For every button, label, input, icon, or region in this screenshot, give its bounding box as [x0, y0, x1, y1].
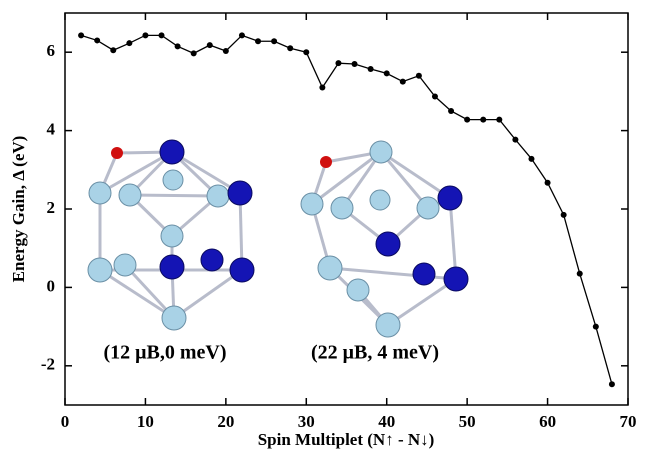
data-point [399, 78, 406, 85]
data-point [255, 38, 262, 45]
x-tick-label: 50 [459, 412, 476, 431]
data-point [608, 381, 615, 388]
x-tick-label: 60 [539, 412, 556, 431]
data-point [222, 48, 229, 55]
y-axis-label: Energy Gain, Δ (eV) [9, 136, 28, 283]
data-point [576, 270, 583, 277]
annotation: (22 μB, 4 meV) [311, 342, 439, 364]
y-tick-label: 0 [47, 276, 56, 295]
data-point [319, 84, 326, 91]
cluster-illustration [87, 139, 469, 338]
data-point [174, 43, 181, 50]
data-point [287, 45, 294, 52]
data-point [512, 136, 519, 143]
data-point [367, 66, 374, 73]
x-tick-label: 70 [620, 412, 637, 431]
data-point [351, 60, 358, 67]
data-point [158, 32, 165, 39]
y-tick-label: -2 [41, 355, 55, 374]
x-tick-label: 30 [298, 412, 315, 431]
data-point [560, 211, 567, 218]
y-tick-label: 4 [47, 120, 56, 139]
y-tick-label: 2 [47, 198, 56, 217]
data-point [592, 323, 599, 330]
data-point [480, 116, 487, 123]
data-point [383, 70, 390, 77]
data-point [448, 108, 455, 114]
x-tick-label: 10 [137, 412, 154, 431]
data-point [206, 42, 213, 49]
series-line [80, 34, 613, 385]
data-point [238, 32, 245, 39]
data-point [126, 40, 133, 47]
data-point [431, 93, 438, 100]
data-point [544, 179, 551, 186]
data-point [110, 47, 117, 54]
data-point [528, 155, 535, 162]
data-point [303, 49, 310, 56]
data-point [464, 116, 471, 123]
x-tick-label: 0 [61, 412, 70, 431]
data-point [94, 37, 101, 44]
x-axis-label: Spin Multiplet (N↑ - N↓) [258, 430, 435, 449]
data-point [271, 38, 278, 45]
x-tick-label: 20 [217, 412, 234, 431]
x-tick-label: 40 [378, 412, 395, 431]
data-point [496, 116, 503, 123]
annotation: (12 μB,0 meV) [104, 342, 227, 364]
data-point [415, 72, 422, 79]
data-point [142, 32, 149, 39]
y-tick-label: 6 [47, 41, 56, 60]
data-point [190, 50, 197, 57]
data-point [78, 32, 85, 39]
data-point [335, 60, 342, 67]
